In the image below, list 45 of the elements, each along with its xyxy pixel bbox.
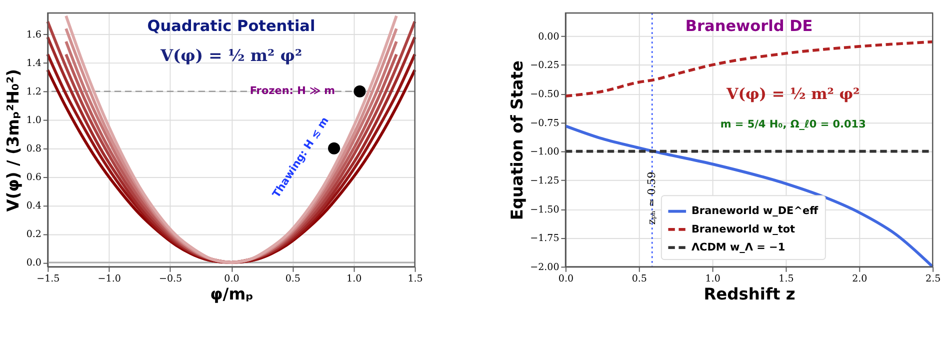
y-tick-label: 0.6 — [26, 172, 42, 184]
y-tick-label: 0.2 — [26, 229, 42, 240]
y-tick-label: 0.4 — [26, 200, 42, 212]
y-tick-label: −1.00 — [530, 146, 560, 158]
x-tick-label: 2.5 — [926, 273, 941, 284]
x-tick-label: −1.5 — [36, 273, 60, 284]
y-tick-label: −0.25 — [530, 60, 560, 72]
x-tick-label: 1.5 — [778, 273, 794, 284]
legend-label: ΛCDM w_Λ = −1 — [691, 241, 786, 254]
y-tick-label: −1.25 — [530, 176, 560, 187]
y-tick-label: −0.50 — [530, 89, 560, 100]
x-axis-title: Redshift z — [704, 284, 796, 304]
annotation: Frozen: H ≫ m — [250, 85, 336, 98]
x-tick-label: −1.0 — [98, 273, 121, 284]
x-tick-label: 1.0 — [705, 273, 720, 284]
chart-title: Quadratic Potential — [147, 17, 316, 36]
y-tick-label: −1.50 — [530, 204, 560, 216]
legend-label: Braneworld w_tot — [691, 223, 796, 236]
x-tick-label: 0.5 — [632, 273, 647, 284]
y-tick-label: 1.0 — [26, 115, 42, 126]
y-tick-label: 0.8 — [26, 144, 42, 155]
y-tick-label: −1.75 — [530, 233, 560, 244]
x-tick-label: −0.5 — [158, 273, 182, 284]
y-tick-label: 1.4 — [26, 58, 42, 70]
x-tick-label: 0.0 — [224, 273, 240, 284]
legend-label: Braneworld w_DE^eff — [691, 205, 819, 218]
x-tick-label: 1.0 — [346, 273, 362, 284]
x-axis-title: φ/mₚ — [210, 284, 254, 304]
y-tick-label: 1.6 — [26, 30, 42, 41]
x-tick-label: 0.0 — [558, 273, 574, 284]
chart-title: Braneworld DE — [685, 17, 813, 36]
annotation: m = 5/4 H₀, Ω_ℓ0 = 0.013 — [720, 118, 866, 130]
y-tick-label: 1.2 — [26, 86, 42, 98]
y-tick-label: −0.75 — [530, 118, 560, 129]
y-tick-label: 0.00 — [538, 31, 560, 42]
y-tick-label: −2.00 — [530, 262, 560, 273]
y-axis-title: Equation of State — [507, 60, 526, 220]
x-tick-label: 2.0 — [852, 273, 868, 284]
annotation: V(φ) = ½ m² φ² — [725, 84, 860, 103]
y-axis-title: V(φ) / (3mₚ²H₀²) — [4, 68, 23, 212]
ref-line-label: zₚₕ ≃ 0.59 — [646, 172, 658, 225]
x-tick-label: 1.5 — [408, 273, 423, 284]
y-tick-label: 0.0 — [26, 258, 42, 269]
annotation: V(φ) = ½ m² φ² — [159, 46, 302, 65]
x-tick-label: 0.5 — [285, 273, 300, 284]
